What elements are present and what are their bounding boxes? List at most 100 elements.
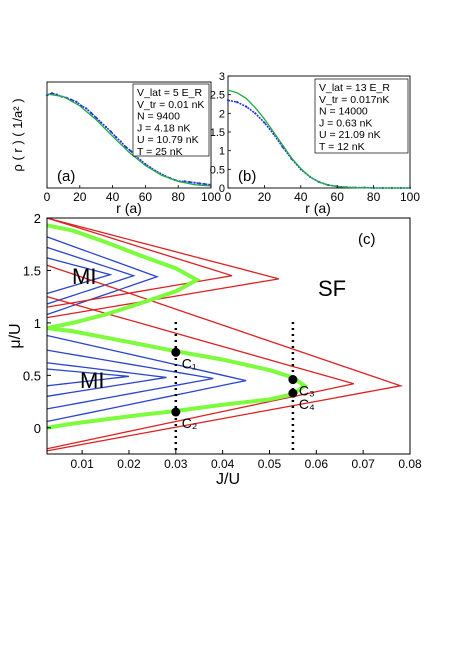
contour-line-blue xyxy=(46,362,167,397)
contour-line-red xyxy=(46,217,233,308)
region-label-mi-upper: MI xyxy=(72,264,96,289)
panel-c-frame xyxy=(46,217,411,455)
critical-point-label: C₂ xyxy=(182,415,198,431)
critical-point-label: C₄ xyxy=(299,396,315,412)
critical-point-label: C₃ xyxy=(299,383,315,399)
panel-c-x-tick-label: 0.01 xyxy=(70,457,94,471)
panel-a-x-tick-label: 40 xyxy=(106,190,120,204)
panel-b-parameter-line: N = 14000 xyxy=(319,106,368,118)
contour-line-red xyxy=(46,296,354,450)
panel-c-y-axis-label: μ/U xyxy=(7,323,24,348)
panel-a-data-point xyxy=(45,94,49,97)
panel-b-parameter-line: J = 0.63 nK xyxy=(319,117,372,129)
panel-a-data-point xyxy=(95,116,98,119)
contour-line-blue xyxy=(46,368,130,387)
panel-b-x-tick-label: 40 xyxy=(294,190,308,204)
panel-a-parameter-line: U = 10.79 nK xyxy=(137,134,199,146)
panel-a-data-point xyxy=(90,112,93,115)
contour-line-blue xyxy=(46,349,214,410)
panel-b-data-point xyxy=(226,99,230,102)
panel-a-x-tick-label: 100 xyxy=(201,190,221,204)
contour-line-red xyxy=(46,217,280,319)
panel-b-y-tick-label: 2.5 xyxy=(210,90,225,102)
contour-line-blue xyxy=(46,246,136,305)
panel-a-parameter-line: V_lat = 5 E_R xyxy=(137,87,202,99)
contour-line-blue xyxy=(46,257,113,295)
panel-a-x-tick-label: 0 xyxy=(44,190,51,204)
panel-a-parameter-box xyxy=(132,83,210,157)
panel-b-label: (b) xyxy=(238,168,256,185)
panel-b: 0 0.5 1 1.5 2 2.5 3 0 20 40 60 80 100 r (a) (b) V_l… xyxy=(210,71,421,216)
panel-a-data-point xyxy=(193,181,196,184)
critical-point-label: C₁ xyxy=(182,355,197,371)
panel-a-x-tick-label: 20 xyxy=(73,190,87,204)
panel-a-data-point xyxy=(203,182,206,186)
panel-c-x-tick-label: 0.06 xyxy=(305,457,329,471)
panel-a-data-point xyxy=(104,125,108,129)
panel-a-x-tick-label: 60 xyxy=(139,190,153,204)
critical-point-marker xyxy=(288,375,298,385)
panel-b-x-tick-label: 100 xyxy=(400,190,420,204)
panel-a-data-point xyxy=(129,149,132,152)
panel-b-x-tick-label: 60 xyxy=(331,190,345,204)
contour-line-blue xyxy=(46,236,160,316)
panel-b-data-point xyxy=(254,112,257,115)
phase-boundary-green xyxy=(46,326,309,430)
panel-c-y-tick-label: 0 xyxy=(34,421,41,436)
panel-b-x-tick-label: 80 xyxy=(367,190,381,204)
critical-point-marker xyxy=(171,407,181,417)
panel-b-parameter-line: V_lat = 13 E_R xyxy=(319,82,390,94)
panel-a-data-point xyxy=(183,180,186,183)
panel-b-y-tick-label: 1.5 xyxy=(210,127,225,139)
contour-line-red xyxy=(46,264,404,452)
panel-a-x-tick-label: 80 xyxy=(172,190,186,204)
panel-b-parameter-line: V_tr = 0.017nK xyxy=(319,94,389,106)
panel-a-x-axis-label: r (a) xyxy=(116,200,142,216)
panel-a-parameter-line: N = 9400 xyxy=(137,111,180,123)
panel-a-data-point xyxy=(109,130,113,133)
critical-point-marker xyxy=(171,347,181,357)
panel-a-data-point xyxy=(124,145,127,149)
panel-b-parameter-line: T = 12 nK xyxy=(319,141,365,153)
panel-a-label: (a) xyxy=(57,168,75,185)
panel-c-x-tick-label: 0.02 xyxy=(117,457,141,471)
critical-point-marker xyxy=(288,388,298,398)
panel-c-y-tick-label: 1.5 xyxy=(23,263,41,278)
panel-a-frame xyxy=(46,81,212,189)
panel-a-data-point xyxy=(50,92,54,95)
panel-c-x-tick-label: 0.05 xyxy=(258,457,282,471)
panel-a-series-fit xyxy=(46,93,212,187)
region-label-sf: SF xyxy=(318,276,346,301)
panel-c-x-tick-label: 0.03 xyxy=(164,457,188,471)
panel-b-x-tick-label: 20 xyxy=(258,190,272,204)
panel-c-y-tick-label: 2 xyxy=(34,211,41,226)
panel-b-data-point xyxy=(263,121,266,124)
panel-a-data-point xyxy=(114,135,117,139)
panel-b-y-tick-label: 0 xyxy=(219,183,225,195)
panel-c-x-tick-label: 0.07 xyxy=(351,457,375,471)
panel-c-contours xyxy=(46,217,404,452)
panel-a-data-point xyxy=(119,140,122,143)
contour-line-blue xyxy=(46,334,247,423)
panel-a-y-axis-label: ρ ( r ) ( 1/a² ) xyxy=(10,98,25,171)
panel-a-parameter-line: V_tr = 0.01 nK xyxy=(137,99,204,111)
panel-c-label: (c) xyxy=(358,231,376,248)
region-label-mi-lower: MI xyxy=(80,368,104,393)
panel-a-series-data xyxy=(46,92,210,186)
panel-b-y-tick-label: 0.5 xyxy=(210,164,225,176)
panel-c-y-tick-label: 1 xyxy=(34,316,41,331)
panel-b-y-tick-label: 2 xyxy=(219,108,225,120)
panel-b-parameter-box xyxy=(314,78,409,154)
panel-b-data-point xyxy=(245,105,248,108)
panel-b-y-tick-label: 3 xyxy=(219,71,225,83)
panel-c-y-tick-label: 0.5 xyxy=(23,368,41,383)
panel-b-series-fit xyxy=(227,89,410,189)
panel-a-data-point xyxy=(188,180,191,184)
panel-b-x-axis-label: r (a) xyxy=(305,200,331,216)
panel-c-x-tick-label: 0.08 xyxy=(398,457,422,471)
panel-c-x-axis-label: J/U xyxy=(216,471,240,488)
panel-a-parameter-line: T = 25 nK xyxy=(137,146,183,158)
panel-a-data-point xyxy=(100,121,103,124)
